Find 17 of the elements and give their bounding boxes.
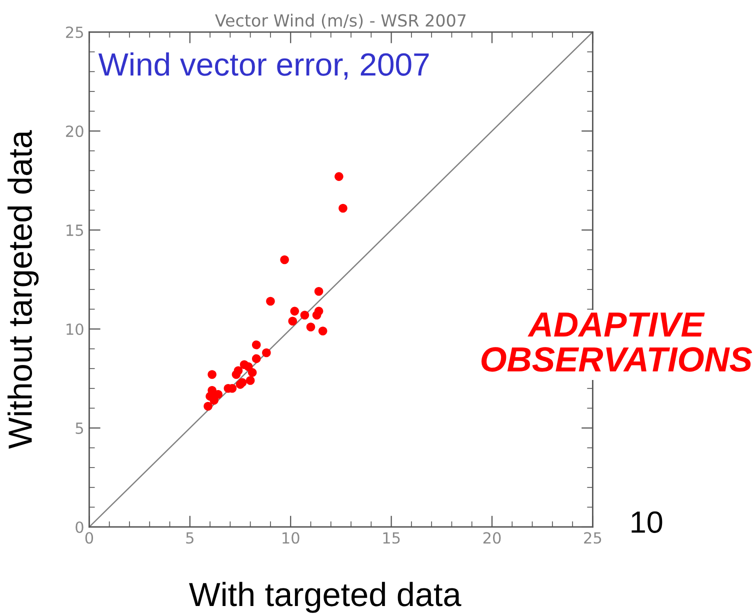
x-tick-label: 5: [186, 532, 194, 544]
y-tick-label: 25: [66, 26, 84, 38]
x-tick-label: 10: [282, 532, 300, 544]
chart-title: Vector Wind (m/s) - WSR 2007: [215, 14, 466, 29]
y-tick-label: 20: [66, 125, 84, 138]
x-tick-label: 15: [383, 532, 400, 544]
y-tick-label: 5: [76, 422, 84, 434]
x-tick-label: 20: [483, 532, 501, 544]
y-tick-label: 10: [66, 323, 84, 336]
y-tick-label: 15: [66, 224, 84, 236]
x-axis-title: With targeted data: [189, 582, 462, 613]
annotation: Wind vector error, 2007: [98, 52, 429, 80]
x-tick-label: 25: [584, 532, 602, 544]
y-tick-label: 0: [76, 521, 84, 534]
x-tick-label: 0: [85, 532, 94, 544]
annotation: ADAPTIVE OBSERVATIONS: [481, 312, 752, 372]
y-axis-title: Without targeted data: [8, 130, 39, 449]
